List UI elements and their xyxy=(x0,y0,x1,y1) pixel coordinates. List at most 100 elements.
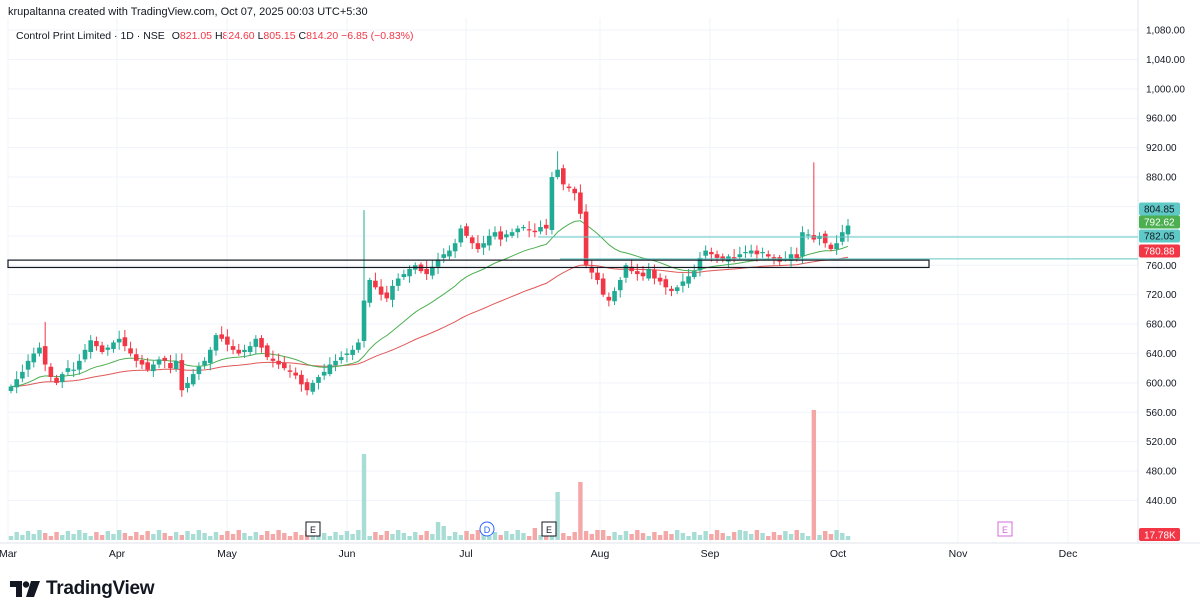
volume-bar xyxy=(31,534,36,540)
candle-body xyxy=(361,300,367,341)
volume-bar xyxy=(498,535,503,540)
volume-bar xyxy=(111,534,116,540)
candle-body xyxy=(116,338,122,343)
volume-bar xyxy=(173,532,179,540)
candle-body xyxy=(94,340,99,347)
candle-body xyxy=(686,276,691,284)
volume-bar xyxy=(652,532,657,540)
candle-body xyxy=(765,254,771,257)
candle-body xyxy=(128,348,133,354)
candle-body xyxy=(59,374,65,383)
candle-body xyxy=(458,228,464,243)
candle-body xyxy=(481,243,486,248)
high-label: H xyxy=(214,30,223,42)
time-tick-label: Nov xyxy=(949,548,968,560)
candle-body xyxy=(583,211,589,266)
candle-body xyxy=(691,271,697,278)
candle-body xyxy=(390,285,395,300)
candle-body xyxy=(441,254,447,258)
candle-body xyxy=(492,232,498,237)
volume-bar xyxy=(276,530,281,540)
candle-body xyxy=(54,377,59,383)
candle-body xyxy=(623,265,629,278)
volume-bar xyxy=(327,536,333,540)
candle-body xyxy=(356,342,361,350)
volume-bar xyxy=(48,536,54,540)
open-label: O xyxy=(171,30,180,42)
candle-body xyxy=(196,366,202,375)
symbol-legend: Control Print Limited · 1D · NSE O821.05… xyxy=(16,30,414,42)
volume-bar xyxy=(42,533,48,540)
volume-label-badge xyxy=(1139,528,1180,541)
volume-bar xyxy=(805,536,811,540)
price-label-badge xyxy=(1139,202,1180,216)
time-tick-label: Aug xyxy=(591,548,610,560)
candle-body xyxy=(697,257,703,271)
candle-body xyxy=(88,340,94,353)
volume-bar xyxy=(321,533,327,540)
volume-bar xyxy=(760,533,765,540)
candle-body xyxy=(743,252,748,254)
candle-body xyxy=(384,292,390,299)
candle-body xyxy=(401,274,407,278)
candle-body xyxy=(71,369,76,371)
volume-bar xyxy=(509,534,515,540)
candle-body xyxy=(805,234,811,236)
candle-body xyxy=(800,232,805,257)
time-tick-label: May xyxy=(217,548,238,560)
symbol-name[interactable]: Control Print Limited · 1D · NSE xyxy=(16,30,165,42)
volume-bar xyxy=(395,530,401,540)
volume-bar xyxy=(270,534,276,540)
volume-bar xyxy=(669,534,674,540)
volume-bar xyxy=(105,531,110,540)
volume-bar xyxy=(179,535,185,540)
low-value: 805.15 xyxy=(263,30,296,42)
tradingview-brand[interactable]: TradingView xyxy=(10,578,155,600)
candle-body xyxy=(589,266,595,273)
volume-bar xyxy=(82,533,88,540)
candle-body xyxy=(236,349,242,354)
volume-bar xyxy=(828,534,834,540)
volume-bar xyxy=(766,536,771,540)
candle-body xyxy=(771,257,777,259)
price-tick-label: 960.00 xyxy=(1146,114,1177,125)
volume-bar xyxy=(561,533,566,540)
close-value: 814.20 xyxy=(306,30,339,42)
earnings-marker-label: E xyxy=(546,525,552,535)
volume-bar xyxy=(680,533,686,540)
time-tick-label: Apr xyxy=(109,548,126,560)
volume-bar xyxy=(361,454,367,540)
volume-bar xyxy=(430,534,435,540)
volume-bar xyxy=(532,528,538,540)
candle-body xyxy=(105,347,111,350)
volume-bar xyxy=(401,533,407,540)
candle-body xyxy=(447,250,452,257)
candle-body xyxy=(509,232,515,236)
support-zone-box xyxy=(7,259,930,269)
candle-body xyxy=(469,237,475,244)
volume-bar xyxy=(817,535,822,540)
candle-body xyxy=(168,363,173,369)
candle-body xyxy=(25,360,31,370)
volume-bar xyxy=(418,535,424,540)
candle-body xyxy=(242,349,247,353)
candle-body xyxy=(521,227,526,229)
candle-body xyxy=(122,337,128,347)
volume-bar xyxy=(413,532,418,540)
volume-bar xyxy=(225,531,230,540)
candle-body xyxy=(287,370,293,372)
candle-body xyxy=(526,229,532,231)
change-value: −6.85 (−0.83%) xyxy=(341,30,414,42)
earnings-marker xyxy=(305,521,321,537)
candle-body xyxy=(754,250,760,255)
candle-body xyxy=(219,334,224,339)
candle-body xyxy=(310,382,316,392)
candle-body xyxy=(578,192,583,214)
candle-body xyxy=(532,230,538,233)
ema-slow-line xyxy=(10,256,849,388)
volume-bar xyxy=(219,535,224,540)
volume-bar xyxy=(350,534,355,540)
price-label-text: 780.88 xyxy=(1144,247,1175,258)
candle-body xyxy=(572,188,577,194)
